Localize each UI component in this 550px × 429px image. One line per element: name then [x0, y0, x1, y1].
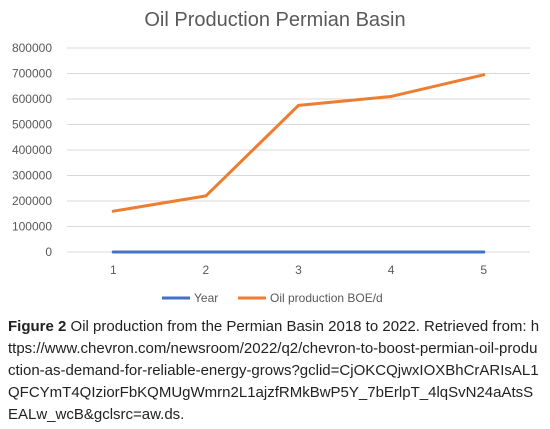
y-tick-label: 600000	[12, 92, 52, 106]
data-point	[482, 250, 486, 254]
y-tick-label: 700000	[12, 67, 52, 81]
y-tick-label: 800000	[12, 41, 52, 55]
y-tick-label: 0	[45, 245, 52, 259]
gridlines	[67, 47, 530, 253]
y-tick-label: 100000	[12, 220, 52, 234]
legend-label-1: Oil production BOE/d	[270, 291, 383, 305]
data-point	[204, 250, 208, 254]
data-point	[297, 250, 300, 254]
x-axis-tick-labels: 1 2 3 4 5	[110, 263, 487, 277]
data-point	[204, 194, 208, 198]
line-chart: Oil Production Permian Basin 0 100000 2000…	[12, 9, 530, 305]
series-line-1	[111, 73, 486, 213]
chart-area: Oil Production Permian Basin 0 100000 2000…	[12, 9, 530, 305]
figure-caption: Figure 2 Oil production from the Permian…	[8, 316, 543, 426]
y-axis-tick-labels: 0 100000 200000 300000 400000 500000 600000 700…	[12, 41, 52, 259]
data-point	[389, 250, 393, 254]
data-point	[111, 250, 115, 254]
series-lines	[111, 73, 486, 254]
legend-label-0: Year	[194, 291, 218, 305]
x-tick-label: 5	[480, 263, 487, 277]
data-point	[389, 94, 393, 98]
y-tick-label: 200000	[12, 194, 52, 208]
x-tick-label: 2	[203, 263, 210, 277]
y-tick-label: 400000	[12, 143, 52, 157]
data-point	[297, 103, 300, 107]
data-point	[111, 209, 115, 213]
y-tick-label: 300000	[12, 169, 52, 183]
figure-caption-text: Oil production from the Permian Basin 20…	[8, 318, 540, 423]
chart-title: Oil Production Permian Basin	[144, 9, 405, 31]
y-tick-label: 500000	[12, 118, 52, 132]
data-point	[482, 73, 486, 77]
figure-label: Figure 2	[8, 318, 67, 335]
x-tick-label: 4	[388, 263, 395, 277]
x-tick-label: 3	[295, 263, 302, 277]
legend: Year Oil production BOE/d	[162, 291, 383, 305]
x-tick-label: 1	[110, 263, 117, 277]
